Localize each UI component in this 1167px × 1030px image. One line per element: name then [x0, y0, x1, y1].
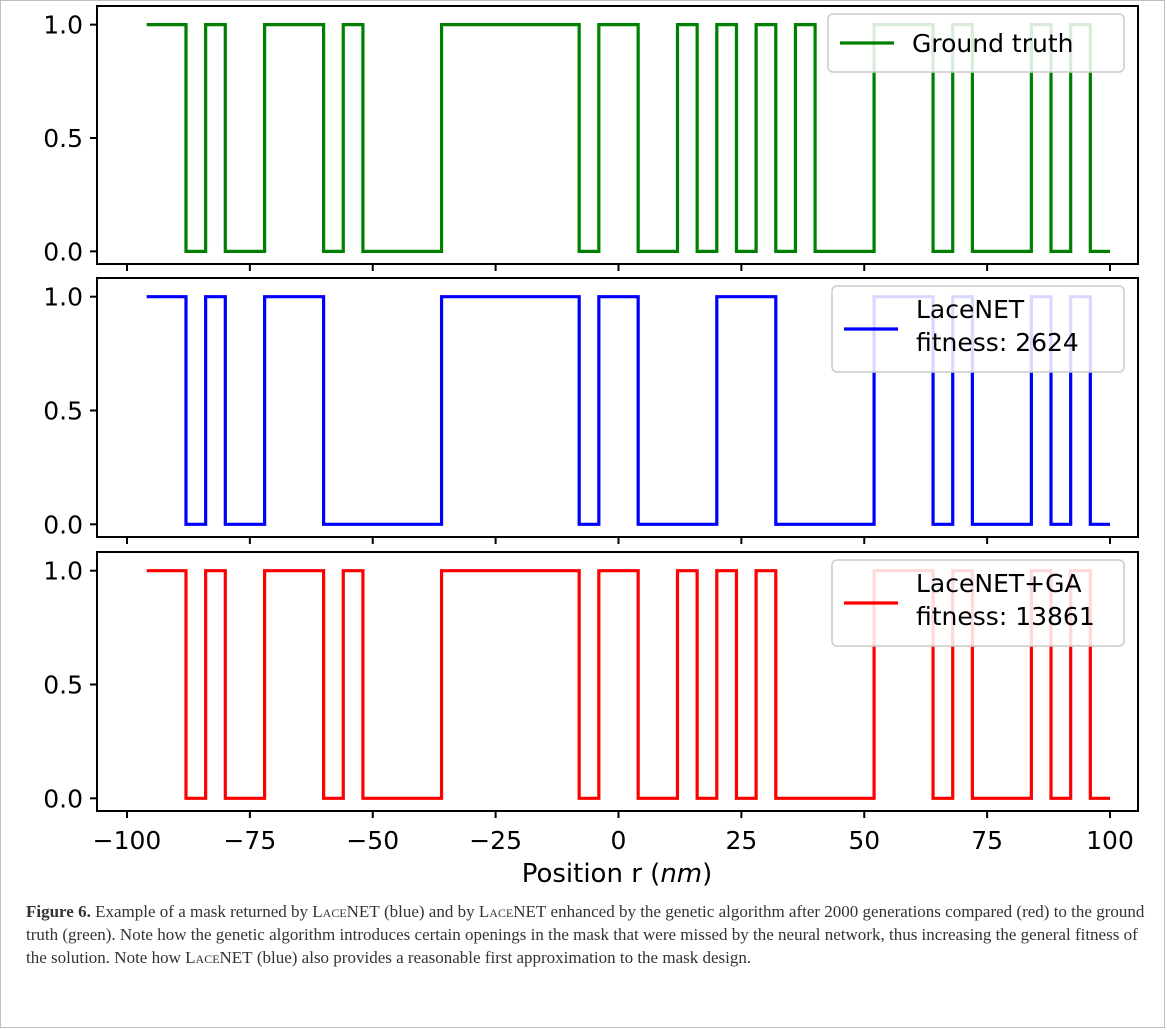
x-tick-label: −50 — [346, 826, 399, 855]
legend-label: LaceNET — [916, 295, 1025, 324]
x-tick-label: 0 — [611, 826, 627, 855]
caption-text-4: (blue) also provides a reasonable first … — [252, 948, 752, 967]
caption-text-1: Example of a mask returned by — [90, 902, 313, 921]
x-axis-label-unit: nm — [660, 859, 702, 889]
legend-box — [831, 559, 1125, 647]
caption-lacenet-1: LaceNET — [312, 902, 380, 921]
caption-text-3: enhanced by the genetic algorithm after … — [26, 902, 1145, 967]
x-tick-label: −25 — [469, 826, 522, 855]
y-tick-label: 0.5 — [43, 671, 83, 700]
legend-box — [827, 13, 1125, 73]
y-tick-label: 1.0 — [43, 283, 83, 312]
x-axis-label-suffix: ) — [702, 859, 712, 889]
x-axis-label-prefix: Position r ( — [522, 859, 661, 889]
legend-box — [831, 285, 1125, 373]
y-tick-label: 0.0 — [43, 510, 83, 539]
figure-plots: 0.0 0.5 1.0 Ground truth 0.0 0.5 1.0 LaceNET fit… — [43, 5, 1139, 889]
x-tick-label: 50 — [848, 826, 880, 855]
x-tick-label: −100 — [93, 826, 162, 855]
x-tick-label: −75 — [223, 826, 276, 855]
x-axis-label: Position r (nm) — [522, 859, 713, 889]
figure-caption: Figure 6. Example of a mask returned by … — [26, 900, 1146, 969]
caption-lacenet-3: LaceNET — [185, 948, 253, 967]
x-tick-label: 100 — [1086, 826, 1134, 855]
caption-text-2: (blue) and by — [379, 902, 479, 921]
subplot-2: 0.0 0.5 1.0 LaceNET fitness: 2624 — [43, 277, 1139, 544]
x-tick-label: 75 — [971, 826, 1003, 855]
series-line — [146, 569, 1110, 800]
subplot-3: 0.0 0.5 1.0 −100 −75 −50 −25 0 25 50 75 100 LaceNET+… — [43, 551, 1139, 855]
legend-label: fitness: 13861 — [916, 602, 1095, 631]
series-line — [146, 23, 1110, 253]
subplot-1: 0.0 0.5 1.0 Ground truth — [43, 5, 1139, 271]
y-tick-label: 0.5 — [43, 124, 83, 153]
caption-label: Figure 6. — [26, 902, 91, 921]
legend-label: LaceNET+GA — [916, 569, 1082, 598]
y-tick-label: 1.0 — [43, 557, 83, 586]
legend-label: fitness: 2624 — [916, 328, 1079, 357]
y-tick-label: 1.0 — [43, 11, 83, 40]
y-tick-label: 0.5 — [43, 397, 83, 426]
caption-lacenet-2: LaceNET — [478, 902, 547, 921]
y-tick-label: 0.0 — [43, 237, 83, 266]
y-tick-label: 0.0 — [43, 784, 83, 813]
x-tick-label: 25 — [725, 826, 757, 855]
legend-label: Ground truth — [912, 29, 1073, 58]
